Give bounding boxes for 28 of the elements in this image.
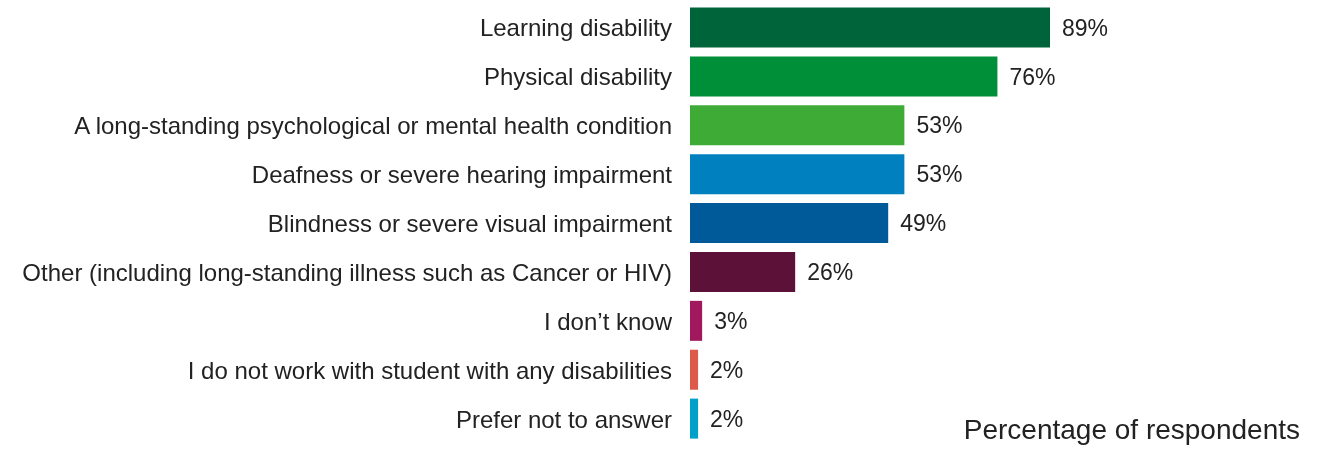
bar (690, 105, 905, 146)
y-tick-label: I do not work with student with any disabilities (187, 356, 672, 384)
y-tick-label: Blindness or severe visual impairment (267, 210, 673, 238)
y-tick-label: I don’t know (543, 307, 673, 335)
bar (690, 154, 905, 195)
data-label: 2% (710, 356, 744, 383)
data-label: 3% (714, 308, 748, 334)
bar (690, 7, 1050, 48)
bar (690, 203, 889, 244)
bar (690, 300, 703, 341)
bar (690, 398, 699, 439)
y-tick-label: Learning disability (479, 14, 672, 42)
data-label: 26% (807, 259, 854, 286)
bar (690, 251, 796, 292)
y-tick-label: Physical disability (483, 63, 672, 91)
x-axis-title: Percentage of respondents (963, 414, 1300, 445)
y-tick-label: Prefer not to answer (455, 405, 672, 433)
bar (690, 56, 998, 97)
data-label: 53% (916, 112, 963, 139)
y-tick-label: Deafness or severe hearing impairment (251, 161, 673, 189)
bar (690, 349, 699, 390)
data-label: 89% (1062, 14, 1109, 41)
y-tick-label: A long-standing psychological or mental health condition (74, 112, 672, 140)
data-label: 2% (710, 405, 744, 432)
data-label: 53% (916, 161, 963, 188)
data-label: 76% (1009, 63, 1056, 90)
y-tick-label: Other (including long-standing illness such as Cancer or HIV) (22, 258, 672, 286)
data-label: 49% (900, 210, 947, 237)
